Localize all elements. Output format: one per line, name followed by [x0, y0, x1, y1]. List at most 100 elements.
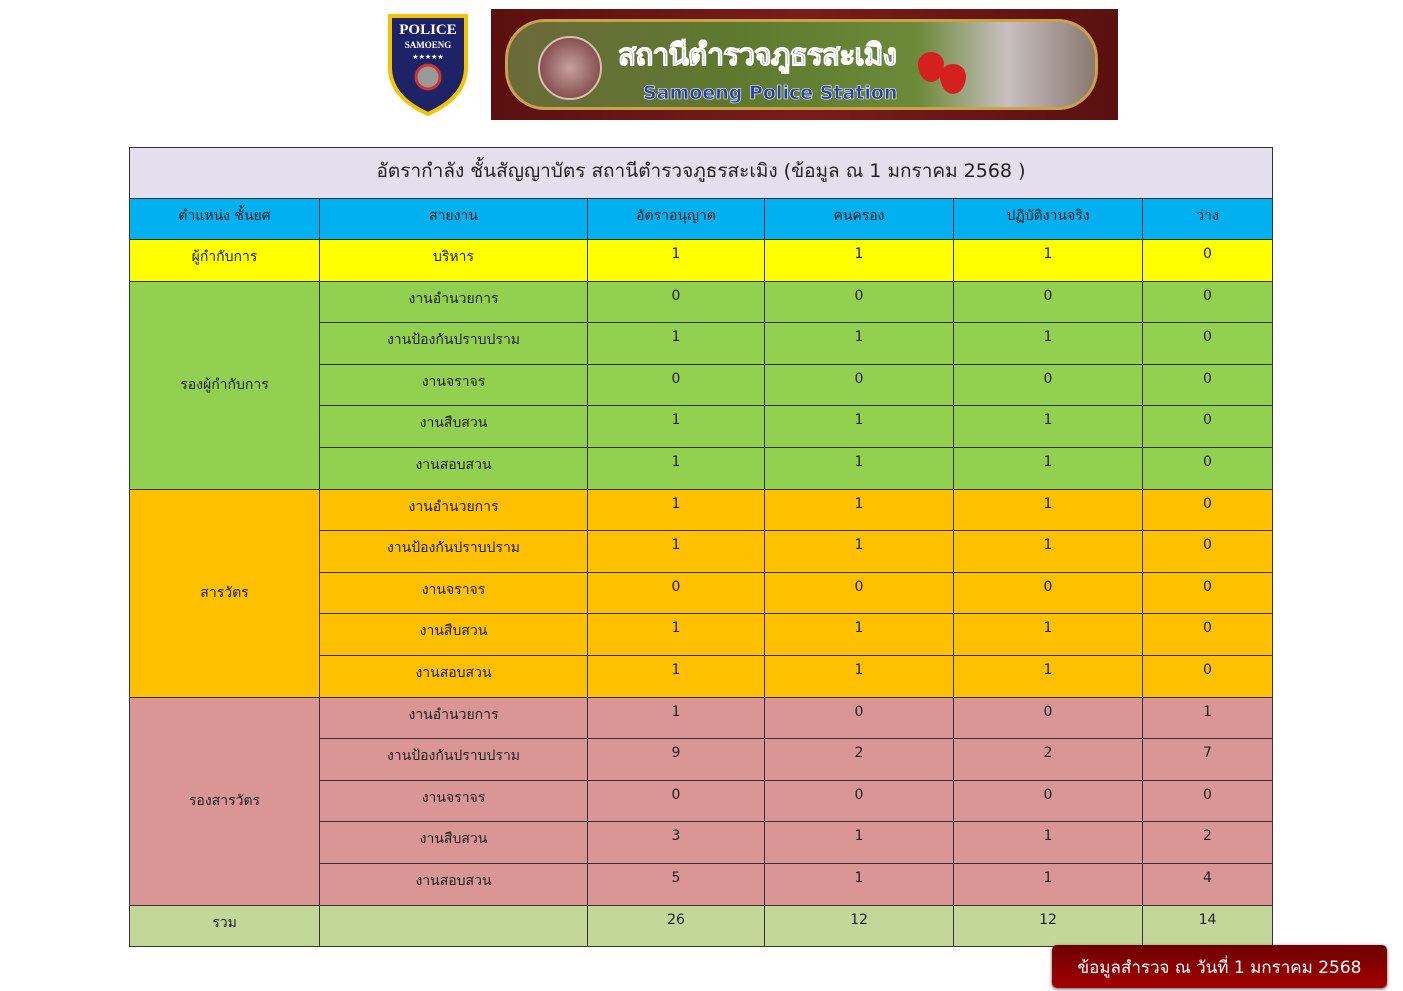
value-cell: 1 — [764, 446, 954, 490]
value-cell: 1 — [764, 322, 954, 365]
line-cell: งานสืบสวน — [319, 821, 588, 864]
total-row: รวม 26 12 12 14 — [129, 904, 1273, 948]
total-value: 26 — [587, 904, 765, 948]
value-cell: 1 — [953, 821, 1143, 864]
value-cell: 1 — [764, 488, 954, 532]
header-cell: สายงาน — [319, 198, 588, 240]
line-cell: งานสอบสวน — [319, 446, 588, 490]
value-cell: 1 — [587, 654, 765, 698]
line-cell: งานสอบสวน — [319, 654, 588, 698]
value-cell: 1 — [764, 613, 954, 656]
line-cell: งานจราจร — [319, 571, 588, 615]
table-row: งานสอบสวน 1 1 1 0 — [130, 446, 1273, 490]
value-cell: 1 — [587, 322, 765, 365]
table-row: งานสืบสวน 1 1 1 0 — [130, 613, 1273, 656]
value-cell: 0 — [764, 363, 954, 407]
line-cell: งานสอบสวน — [319, 862, 588, 906]
value-cell: 0 — [1142, 239, 1273, 282]
banner-english-title: Samoeng Police Station — [643, 82, 898, 105]
value-cell: 0 — [1142, 405, 1273, 448]
value-cell: 1 — [587, 239, 765, 282]
line-cell: งานป้องกันปราบปราม — [319, 530, 588, 573]
value-cell: 0 — [764, 779, 954, 823]
position-cell: รองสารวัตร — [129, 696, 320, 906]
value-cell: 0 — [953, 280, 1143, 324]
value-cell: 0 — [953, 696, 1143, 740]
table-row: รองผู้กำกับการ งานอำนวยการ 0 0 0 0 — [129, 280, 1273, 490]
value-cell: 1 — [587, 446, 765, 490]
total-value: 12 — [764, 904, 954, 948]
table-title: อัตรากำลัง ชั้นสัญญาบัตร สถานีตำรวจภูธรส… — [129, 147, 1273, 199]
value-cell: 0 — [1142, 779, 1273, 823]
svg-text:★★★★★: ★★★★★ — [412, 53, 443, 61]
value-cell: 0 — [587, 571, 765, 615]
header-cell: คนครอง — [764, 198, 954, 240]
svg-text:SAMOENG: SAMOENG — [405, 40, 452, 50]
value-cell: 1 — [953, 405, 1143, 448]
value-cell: 1 — [953, 654, 1143, 698]
banner-thai-title: สถานีตำรวจภูธรสะเมิง — [618, 38, 898, 74]
table-row: งานจราจร 0 0 0 0 — [130, 779, 1273, 823]
value-cell: 1 — [953, 530, 1143, 573]
line-cell: งานป้องกันปราบปราม — [319, 738, 588, 781]
value-cell: 1 — [764, 654, 954, 698]
value-cell: 5 — [587, 862, 765, 906]
value-cell: 2 — [953, 738, 1143, 781]
survey-date-badge: ข้อมูลสำรวจ ณ วันที่ 1 มกราคม 2568 — [1052, 945, 1387, 988]
table-row: งานป้องกันปราบปราม 1 1 1 0 — [130, 322, 1273, 365]
value-cell: 1 — [587, 696, 765, 740]
table-row: งานป้องกันปราบปราม 9 2 2 7 — [130, 738, 1273, 781]
value-cell: 2 — [1142, 821, 1273, 864]
table-row: งานสืบสวน 3 1 1 2 — [130, 821, 1273, 864]
table-row: งานจราจร 0 0 0 0 — [130, 363, 1273, 407]
total-line — [319, 904, 588, 948]
position-cell: สารวัตร — [129, 488, 320, 698]
table-header: ตำแหน่ง ชั้นยศ สายงาน อัตราอนุญาต คนครอง… — [129, 198, 1273, 240]
value-cell: 1 — [764, 821, 954, 864]
table-row: สารวัตร งานอำนวยการ 1 1 1 0 — [129, 488, 1273, 698]
value-cell: 0 — [1142, 280, 1273, 324]
position-cell: รองผู้กำกับการ — [129, 280, 320, 490]
value-cell: 1 — [953, 613, 1143, 656]
header-cell: ว่าง — [1142, 198, 1273, 240]
value-cell: 0 — [587, 363, 765, 407]
police-seal-icon — [538, 36, 602, 100]
line-cell: บริหาร — [319, 239, 588, 282]
value-cell: 0 — [1142, 322, 1273, 365]
strawberry-icon — [918, 52, 944, 82]
table-row: รองสารวัตร งานอำนวยการ 1 0 0 1 — [129, 696, 1273, 906]
value-cell: 1 — [953, 862, 1143, 906]
table-row: ผู้กำกับการ บริหาร 1 1 1 0 — [129, 239, 1273, 282]
line-cell: งานอำนวยการ — [319, 280, 588, 324]
line-cell: งานสืบสวน — [319, 405, 588, 448]
value-cell: 0 — [1142, 488, 1273, 532]
staffing-table: อัตรากำลัง ชั้นสัญญาบัตร สถานีตำรวจภูธรส… — [129, 147, 1273, 948]
svg-text:POLICE: POLICE — [399, 22, 457, 38]
value-cell: 2 — [764, 738, 954, 781]
line-cell: งานป้องกันปราบปราม — [319, 322, 588, 365]
value-cell: 1 — [764, 239, 954, 282]
table-row: งานจราจร 0 0 0 0 — [130, 571, 1273, 615]
strawberry-icon — [940, 64, 966, 94]
value-cell: 1 — [587, 488, 765, 532]
total-value: 14 — [1142, 904, 1273, 948]
value-cell: 0 — [1142, 654, 1273, 698]
value-cell: 1 — [953, 488, 1143, 532]
value-cell: 0 — [953, 571, 1143, 615]
value-cell: 7 — [1142, 738, 1273, 781]
header-cell: ปฏิบัติงานจริง — [953, 198, 1143, 240]
table-row: งานสืบสวน 1 1 1 0 — [130, 405, 1273, 448]
value-cell: 9 — [587, 738, 765, 781]
value-cell: 1 — [587, 530, 765, 573]
header-cell: อัตราอนุญาต — [587, 198, 765, 240]
value-cell: 0 — [953, 363, 1143, 407]
value-cell: 1 — [953, 239, 1143, 282]
total-value: 12 — [953, 904, 1143, 948]
value-cell: 1 — [953, 446, 1143, 490]
value-cell: 0 — [1142, 571, 1273, 615]
value-cell: 1 — [587, 405, 765, 448]
table-row: งานสอบสวน 1 1 1 0 — [130, 654, 1273, 698]
value-cell: 1 — [764, 530, 954, 573]
value-cell: 0 — [1142, 363, 1273, 407]
value-cell: 1 — [1142, 696, 1273, 740]
